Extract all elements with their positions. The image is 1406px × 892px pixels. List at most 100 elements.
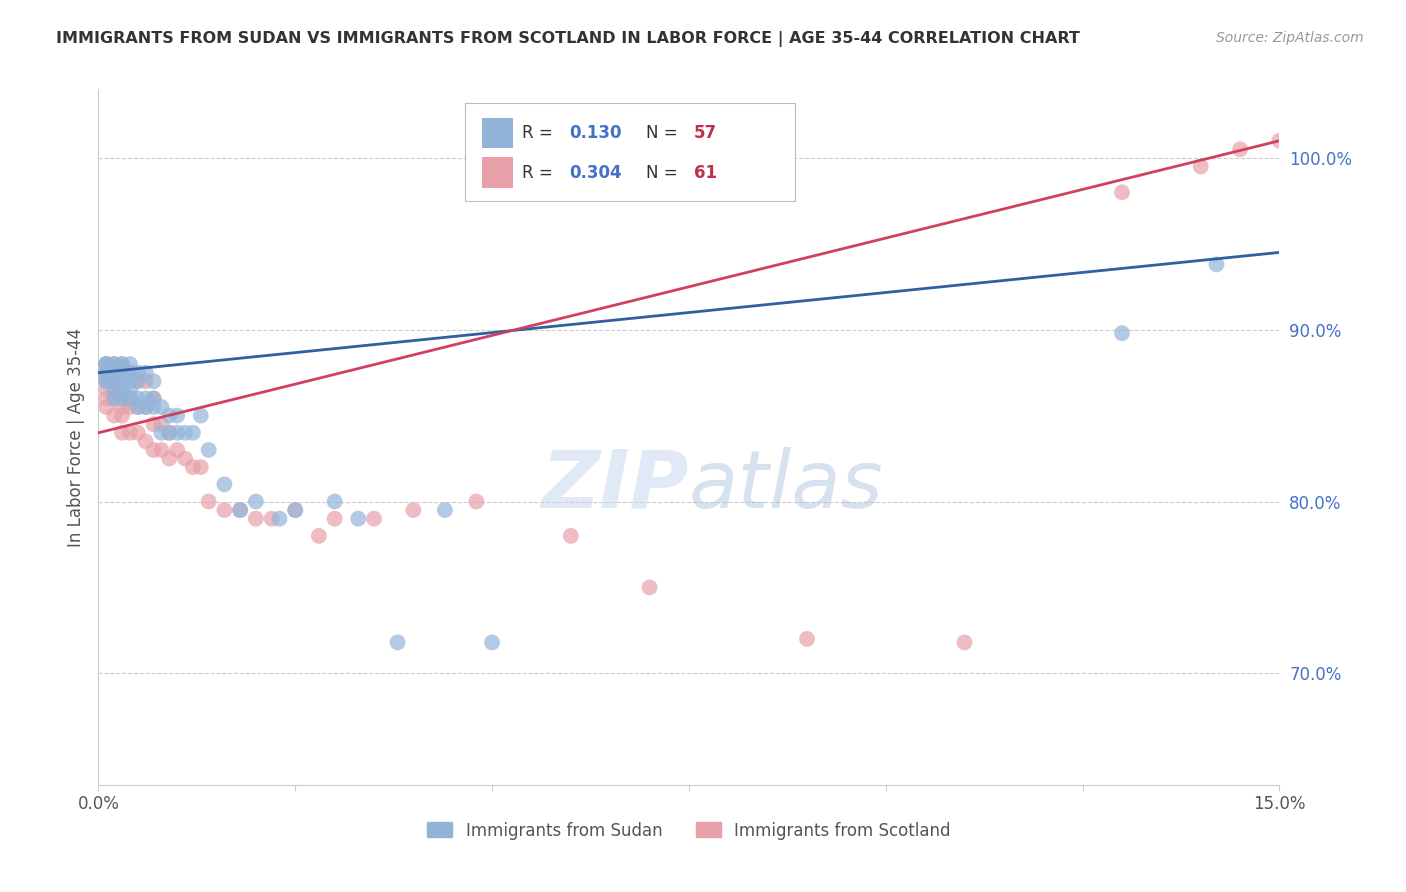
Point <box>135 366 157 380</box>
Point <box>560 529 582 543</box>
Point <box>1229 142 1251 156</box>
Point <box>118 400 141 414</box>
Point <box>181 425 204 440</box>
Point <box>150 442 173 457</box>
Point <box>103 409 125 423</box>
Point <box>111 366 134 380</box>
Point <box>181 460 204 475</box>
Point <box>96 366 118 380</box>
Point <box>96 400 118 414</box>
Point <box>166 409 188 423</box>
Point <box>638 581 661 595</box>
Point <box>118 357 141 371</box>
Point <box>127 400 149 414</box>
FancyBboxPatch shape <box>482 118 513 148</box>
Point <box>214 477 236 491</box>
Point <box>157 409 180 423</box>
Text: ZIP: ZIP <box>541 447 689 524</box>
Point <box>190 460 212 475</box>
Point <box>387 635 409 649</box>
Point <box>166 425 188 440</box>
Point <box>150 425 173 440</box>
Point <box>284 503 307 517</box>
Point <box>284 503 307 517</box>
Point <box>323 494 346 508</box>
Point <box>111 400 134 414</box>
Point <box>402 503 425 517</box>
Point <box>796 632 818 646</box>
Legend: Immigrants from Sudan, Immigrants from Scotland: Immigrants from Sudan, Immigrants from S… <box>420 815 957 847</box>
Point <box>111 374 134 388</box>
Point <box>111 425 134 440</box>
Text: N =: N = <box>647 164 683 182</box>
Point <box>142 392 165 406</box>
Point <box>96 374 118 388</box>
Point <box>127 374 149 388</box>
Point <box>142 400 165 414</box>
Point <box>103 383 125 397</box>
Point <box>245 494 267 508</box>
Point <box>96 392 118 406</box>
Point <box>111 374 134 388</box>
Point <box>174 425 197 440</box>
Point <box>197 494 219 508</box>
Point <box>197 442 219 457</box>
Point <box>127 374 149 388</box>
Point <box>347 511 370 525</box>
Point <box>118 392 141 406</box>
Point <box>127 400 149 414</box>
Point <box>142 442 165 457</box>
Point <box>118 392 141 406</box>
Point <box>260 511 283 525</box>
Point <box>103 392 125 406</box>
Point <box>142 374 165 388</box>
Text: IMMIGRANTS FROM SUDAN VS IMMIGRANTS FROM SCOTLAND IN LABOR FORCE | AGE 35-44 COR: IMMIGRANTS FROM SUDAN VS IMMIGRANTS FROM… <box>56 31 1080 47</box>
Point <box>118 383 141 397</box>
Point <box>96 374 118 388</box>
Point <box>111 383 134 397</box>
Point <box>103 383 125 397</box>
Point <box>96 357 118 371</box>
Point <box>96 357 118 371</box>
Point <box>142 417 165 432</box>
Text: R =: R = <box>523 164 558 182</box>
FancyBboxPatch shape <box>482 157 513 188</box>
Point <box>157 451 180 466</box>
Point <box>96 383 118 397</box>
Point <box>135 374 157 388</box>
Point <box>103 360 125 375</box>
Point <box>1189 160 1212 174</box>
Text: 0.304: 0.304 <box>569 164 623 182</box>
Point <box>103 366 125 380</box>
Point <box>1111 186 1133 200</box>
Text: N =: N = <box>647 124 683 142</box>
Point <box>481 635 503 649</box>
Point <box>229 503 252 517</box>
Point <box>111 409 134 423</box>
Text: R =: R = <box>523 124 558 142</box>
Point <box>135 400 157 414</box>
Point <box>111 360 134 375</box>
Point <box>190 409 212 423</box>
Point <box>103 357 125 371</box>
Point <box>135 400 157 414</box>
Point <box>103 392 125 406</box>
Point <box>142 392 165 406</box>
Point <box>111 366 134 380</box>
Point <box>103 357 125 371</box>
Point <box>111 392 134 406</box>
Point <box>308 529 330 543</box>
Point <box>229 503 252 517</box>
Text: Source: ZipAtlas.com: Source: ZipAtlas.com <box>1216 31 1364 45</box>
Point <box>118 366 141 380</box>
Point <box>111 392 134 406</box>
Point <box>363 511 385 525</box>
Point <box>96 357 118 371</box>
Point <box>111 357 134 371</box>
Point <box>96 366 118 380</box>
Point <box>135 392 157 406</box>
Point <box>103 374 125 388</box>
Point <box>118 366 141 380</box>
Text: 61: 61 <box>693 164 717 182</box>
Point <box>214 503 236 517</box>
